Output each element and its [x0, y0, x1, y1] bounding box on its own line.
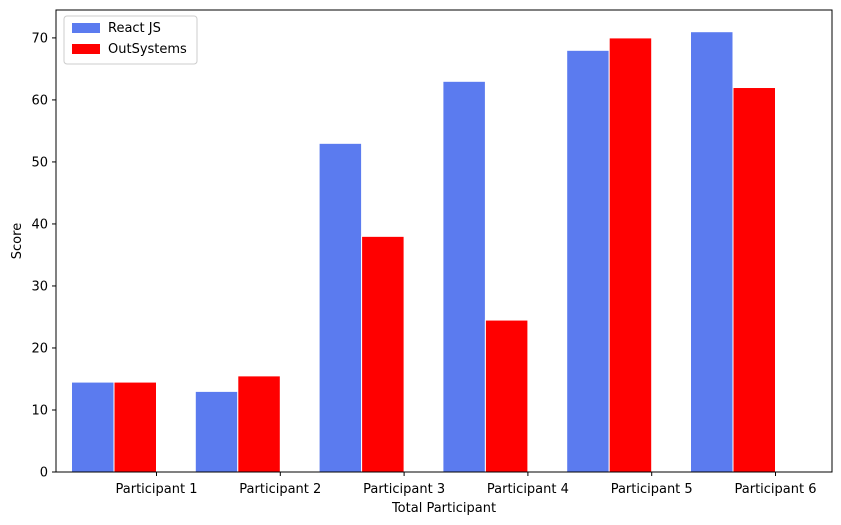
legend-label-react-js: React JS [108, 21, 161, 36]
y-tick-label: 10 [31, 403, 48, 418]
bar-react-js-4 [442, 80, 486, 473]
y-axis-label: Score [10, 223, 25, 259]
y-tick-label: 20 [31, 341, 48, 356]
y-tick-label: 30 [31, 279, 48, 294]
bar-outsystems-5 [608, 37, 653, 473]
bar-outsystems-1 [113, 381, 157, 473]
x-tick-label: Participant 3 [363, 482, 445, 497]
legend-swatch-react-js [72, 23, 100, 33]
x-tick-label: Participant 6 [735, 482, 817, 497]
x-axis-label: Total Participant [391, 501, 496, 516]
bar-outsystems-3 [361, 235, 405, 473]
y-tick-label: 0 [40, 466, 48, 481]
plot-frame [55, 9, 833, 473]
bar-react-js-1 [71, 381, 115, 473]
bar-react-js-3 [318, 142, 363, 473]
x-tick-label: Participant 2 [239, 482, 321, 497]
y-tick-label: 60 [31, 93, 48, 108]
y-axis: 0 10 20 30 40 50 60 70 [31, 31, 56, 481]
bar-react-js-2 [194, 390, 239, 473]
x-tick-label: Participant 5 [611, 482, 693, 497]
bar-outsystems-2 [237, 375, 281, 473]
bar-react-js-6 [690, 31, 734, 473]
bars-layer [71, 31, 776, 473]
x-tick-label: Participant 1 [116, 482, 198, 497]
bar-outsystems-6 [732, 87, 776, 473]
legend-label-outsystems: OutSystems [108, 42, 187, 57]
bar-outsystems-4 [484, 319, 529, 473]
y-tick-label: 70 [31, 31, 48, 46]
y-tick-label: 50 [31, 155, 48, 170]
bar-react-js-5 [566, 49, 610, 473]
y-tick-label: 40 [31, 217, 48, 232]
x-tick-label: Participant 4 [487, 482, 569, 497]
legend-swatch-outsystems [72, 44, 100, 54]
legend: React JS OutSystems [63, 15, 198, 65]
x-axis: Participant 1 Participant 2 Participant 3 P… [116, 472, 817, 497]
